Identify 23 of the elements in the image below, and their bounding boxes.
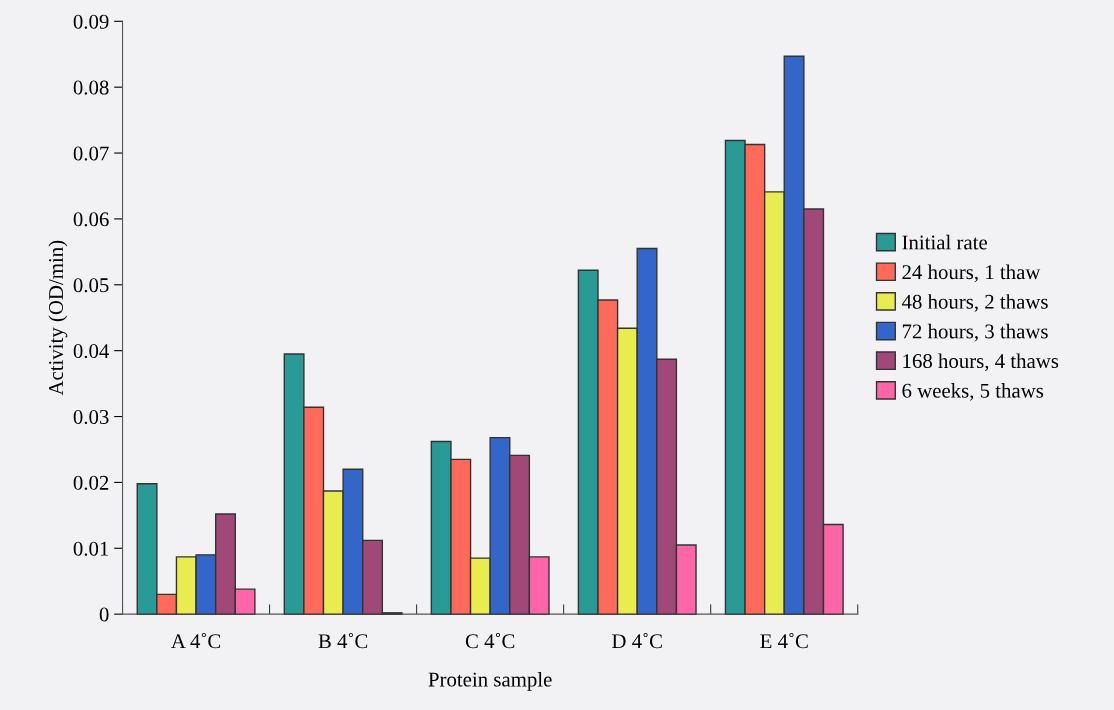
legend-label: 24 hours, 1 thaw xyxy=(902,264,1041,283)
y-tick-label: 0.06 xyxy=(73,212,109,227)
legend-label: 48 hours, 2 thaws xyxy=(901,294,1048,312)
y-tick-label: 0 xyxy=(99,607,109,622)
legend-label: 72 hours, 3 thaws xyxy=(902,323,1048,342)
y-tick-label: 0.09 xyxy=(73,14,109,29)
y-tick-label: 0.02 xyxy=(73,475,109,490)
x-tick-label: A 4˚C xyxy=(171,632,221,649)
y-tick-label: 0.03 xyxy=(73,409,109,425)
x-tick-label: E 4˚C xyxy=(760,632,808,649)
y-tick-label: 0.01 xyxy=(73,541,109,556)
y-tick-label: 0.04 xyxy=(73,344,110,359)
x-axis-title: Protein sample xyxy=(428,671,552,691)
y-tick-label: 0.08 xyxy=(73,80,109,95)
legend-label: Initial rate xyxy=(902,234,987,250)
x-tick-label: C 4˚C xyxy=(465,632,515,649)
legend-label: 6 weeks, 5 thaws xyxy=(902,383,1044,401)
x-tick-label: D 4˚C xyxy=(612,632,662,649)
y-tick-label: 0.05 xyxy=(73,278,109,293)
x-tick-label: B 4˚C xyxy=(318,632,368,649)
legend-label: 168 hours, 4 thaws xyxy=(903,353,1059,372)
y-tick-label: 0.07 xyxy=(73,146,109,161)
y-axis-title: Activity (OD/min) xyxy=(48,240,68,396)
